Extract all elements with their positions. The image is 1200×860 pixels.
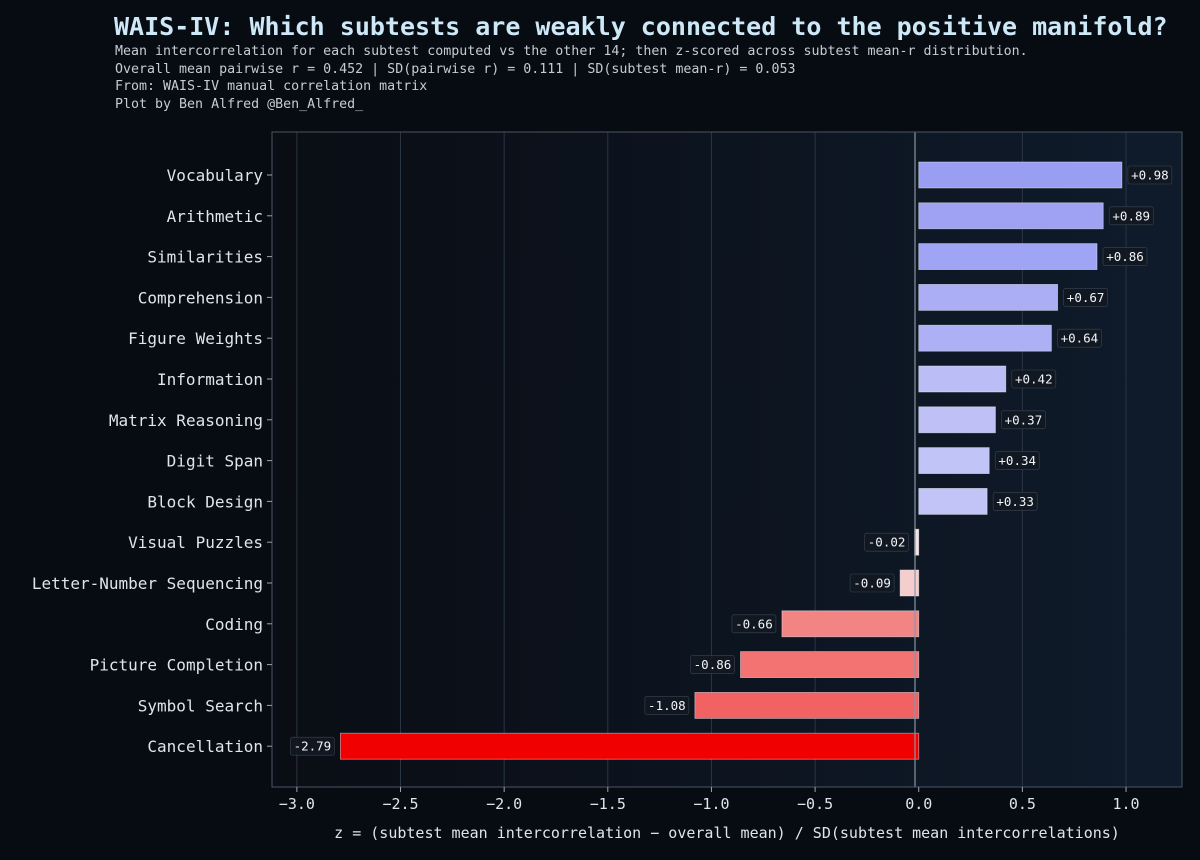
- bar: [340, 732, 920, 760]
- category-label: Letter-Number Sequencing: [32, 574, 263, 593]
- value-label: -0.09: [853, 576, 891, 591]
- x-tick-label: −2.0: [486, 795, 522, 813]
- subtitle-line-method: Mean intercorrelation for each subtest c…: [115, 44, 1028, 59]
- bar: [918, 161, 1123, 189]
- subtitle-line-credit: Plot by Ben Alfred @Ben_Alfred_: [115, 96, 364, 112]
- value-label-box: [864, 532, 909, 552]
- category-label: Similarities: [147, 248, 263, 267]
- bar: [918, 283, 1059, 311]
- value-label: +0.42: [1015, 372, 1053, 387]
- value-label-box: [849, 573, 895, 593]
- value-label-box: [1127, 165, 1173, 185]
- grid-lines: [296, 132, 1127, 787]
- bar: [694, 692, 920, 719]
- chart-title: WAIS-IV: Which subtests are weakly conne…: [114, 12, 1168, 41]
- value-label-box: [1011, 369, 1057, 389]
- x-tick-label: 1.0: [1112, 795, 1139, 813]
- value-label-box: [644, 696, 690, 715]
- x-tick-label: 0.5: [1009, 795, 1036, 813]
- value-label-box: [1108, 206, 1154, 226]
- x-tick-label: −1.0: [693, 795, 729, 813]
- bar: [740, 651, 920, 678]
- x-tick-label: 0.0: [905, 795, 932, 813]
- x-tick-label: −1.5: [590, 795, 626, 813]
- chart-subtitle: Mean intercorrelation for each subtest c…: [115, 43, 1028, 113]
- value-label-box: [731, 614, 777, 634]
- category-label: Cancellation: [147, 737, 263, 756]
- value-label: +0.33: [996, 494, 1034, 509]
- category-label: Figure Weights: [128, 329, 263, 348]
- category-label: Digit Span: [167, 452, 263, 471]
- subtitle-line-stats: Overall mean pairwise r = 0.452 | SD(pai…: [115, 61, 796, 77]
- category-label: Matrix Reasoning: [109, 411, 263, 430]
- value-label: -2.79: [294, 739, 332, 754]
- value-labels: +0.98 +0.89 +0.86 +0.67 +0.64 +0.42 +0.37 +0.34…: [290, 165, 1173, 756]
- plot-frame: [271, 131, 1183, 788]
- value-label: +0.86: [1106, 249, 1144, 264]
- x-axis: −3.0 −2.5 −2.0 −1.5 −1.0 −0.5 0.0 0.5 1.0: [279, 787, 1140, 813]
- subtitle-line-source: From: WAIS-IV manual correlation matrix: [115, 79, 428, 94]
- value-label-box: [994, 451, 1040, 470]
- bar: [918, 365, 1007, 393]
- category-label: Visual Puzzles: [128, 533, 263, 552]
- value-label: -1.08: [648, 698, 686, 713]
- category-labels: Vocabulary Arithmetic Similarities Comprehe…: [32, 166, 272, 756]
- category-label: Symbol Search: [138, 696, 263, 715]
- value-label-box: [992, 492, 1038, 511]
- category-label: Vocabulary: [167, 166, 264, 185]
- category-label: Arithmetic: [167, 207, 263, 226]
- value-label: +0.37: [1005, 412, 1043, 427]
- value-label: -0.66: [735, 616, 773, 631]
- category-label: Coding: [205, 615, 263, 634]
- plot-area-background: [272, 132, 1182, 787]
- category-label: Information: [157, 370, 263, 389]
- value-label-box: [690, 655, 735, 674]
- bar: [781, 610, 920, 638]
- bars-group: [340, 161, 1123, 760]
- category-label: Picture Completion: [90, 656, 263, 675]
- x-tick-label: −0.5: [797, 795, 833, 813]
- category-label: Block Design: [147, 492, 263, 511]
- value-label-box: [1102, 247, 1148, 266]
- bar: [918, 406, 996, 434]
- bar: [899, 569, 920, 597]
- value-label: -0.86: [694, 657, 732, 672]
- value-label: +0.67: [1067, 290, 1105, 305]
- x-tick-label: −3.0: [279, 795, 315, 813]
- bar: [918, 202, 1104, 230]
- bar: [918, 324, 1052, 352]
- value-label: +0.34: [998, 453, 1036, 468]
- value-label-box: [1001, 410, 1046, 430]
- bar: [918, 447, 990, 475]
- value-label: +0.98: [1131, 168, 1169, 183]
- value-label: +0.64: [1061, 331, 1099, 346]
- x-axis-title: z = (subtest mean intercorrelation − ove…: [334, 824, 1120, 842]
- value-label-box: [1063, 288, 1108, 307]
- bar: [918, 243, 1098, 271]
- x-tick-label: −2.5: [382, 795, 418, 813]
- value-label: +0.89: [1112, 208, 1150, 223]
- value-label-box: [1057, 328, 1102, 348]
- value-label: -0.02: [868, 535, 906, 550]
- category-label: Comprehension: [138, 288, 263, 307]
- value-label-box: [290, 736, 335, 756]
- bar: [918, 487, 988, 515]
